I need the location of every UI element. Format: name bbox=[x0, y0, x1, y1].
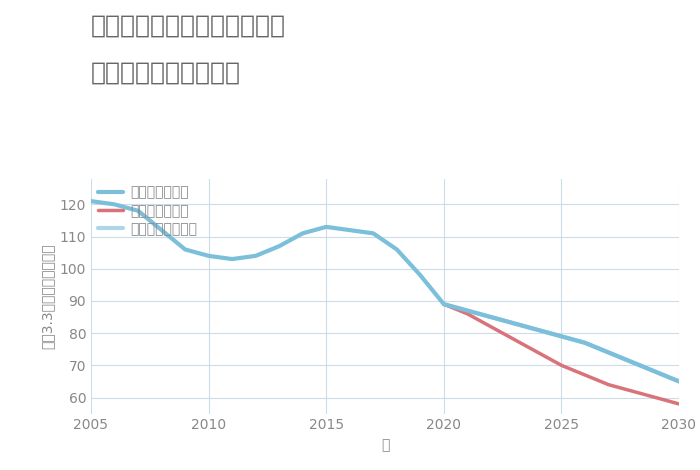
グッドシナリオ bbox=[675, 379, 683, 384]
グッドシナリオ bbox=[463, 308, 472, 313]
グッドシナリオ bbox=[204, 253, 213, 258]
グッドシナリオ bbox=[346, 227, 354, 233]
グッドシナリオ bbox=[111, 202, 119, 207]
バッドシナリオ bbox=[510, 337, 519, 342]
グッドシナリオ bbox=[510, 321, 519, 326]
グッドシナリオ bbox=[393, 247, 401, 252]
グッドシナリオ bbox=[440, 301, 448, 307]
グッドシナリオ bbox=[533, 327, 542, 333]
Line: バッドシナリオ: バッドシナリオ bbox=[444, 304, 679, 404]
バッドシナリオ bbox=[604, 382, 612, 387]
Text: 中古戸建ての価格推移: 中古戸建ての価格推移 bbox=[91, 61, 241, 85]
ノーマルシナリオ bbox=[675, 379, 683, 384]
Legend: グッドシナリオ, バッドシナリオ, ノーマルシナリオ: グッドシナリオ, バッドシナリオ, ノーマルシナリオ bbox=[98, 186, 197, 236]
グッドシナリオ bbox=[628, 359, 636, 365]
グッドシナリオ bbox=[651, 369, 659, 375]
グッドシナリオ bbox=[416, 272, 424, 278]
Line: グッドシナリオ: グッドシナリオ bbox=[91, 201, 679, 382]
グッドシナリオ bbox=[486, 314, 495, 320]
グッドシナリオ bbox=[581, 340, 589, 345]
グッドシナリオ bbox=[134, 208, 142, 213]
バッドシナリオ bbox=[533, 350, 542, 355]
ノーマルシナリオ bbox=[486, 314, 495, 320]
X-axis label: 年: 年 bbox=[381, 438, 389, 452]
バッドシナリオ bbox=[651, 395, 659, 400]
Text: 大阪府大阪市東住吉区桑津の: 大阪府大阪市東住吉区桑津の bbox=[91, 14, 286, 38]
ノーマルシナリオ bbox=[581, 340, 589, 345]
Y-axis label: 坪（3.3㎡）単価（万円）: 坪（3.3㎡）単価（万円） bbox=[40, 243, 54, 349]
グッドシナリオ bbox=[298, 230, 307, 236]
グッドシナリオ bbox=[604, 350, 612, 355]
バッドシナリオ bbox=[557, 362, 566, 368]
バッドシナリオ bbox=[463, 311, 472, 317]
グッドシナリオ bbox=[228, 256, 237, 262]
グッドシナリオ bbox=[87, 198, 95, 204]
グッドシナリオ bbox=[275, 243, 284, 249]
グッドシナリオ bbox=[322, 224, 330, 230]
ノーマルシナリオ bbox=[604, 350, 612, 355]
ノーマルシナリオ bbox=[651, 369, 659, 375]
ノーマルシナリオ bbox=[463, 308, 472, 313]
バッドシナリオ bbox=[486, 324, 495, 329]
グッドシナリオ bbox=[181, 247, 189, 252]
ノーマルシナリオ bbox=[533, 327, 542, 333]
グッドシナリオ bbox=[251, 253, 260, 258]
バッドシナリオ bbox=[675, 401, 683, 407]
グッドシナリオ bbox=[158, 227, 166, 233]
グッドシナリオ bbox=[369, 230, 377, 236]
Line: ノーマルシナリオ: ノーマルシナリオ bbox=[444, 304, 679, 382]
バッドシナリオ bbox=[628, 388, 636, 394]
ノーマルシナリオ bbox=[628, 359, 636, 365]
バッドシナリオ bbox=[440, 301, 448, 307]
ノーマルシナリオ bbox=[557, 334, 566, 339]
バッドシナリオ bbox=[581, 372, 589, 378]
グッドシナリオ bbox=[557, 334, 566, 339]
ノーマルシナリオ bbox=[440, 301, 448, 307]
ノーマルシナリオ bbox=[510, 321, 519, 326]
